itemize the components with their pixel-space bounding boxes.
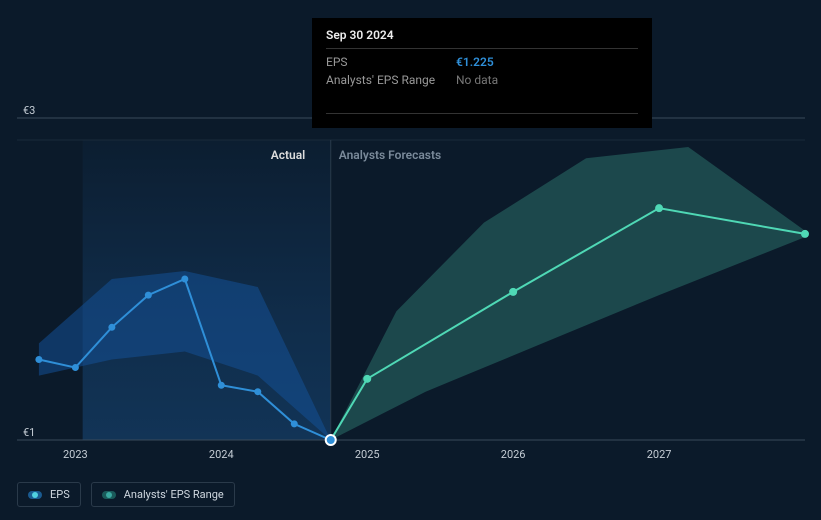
tooltip-value-range: No data — [456, 73, 498, 87]
x-tick-label: 2023 — [63, 448, 88, 461]
legend-swatch-icon — [102, 491, 116, 499]
eps-point[interactable] — [108, 324, 115, 331]
tooltip-row-range: Analysts' EPS Range No data — [326, 71, 638, 89]
eps-forecast-chart: €3 €1 2023 2024 2025 2026 2027 Sep 30 2024 EPS… — [0, 0, 821, 520]
tooltip-label-eps: EPS — [326, 55, 456, 69]
eps-point[interactable] — [254, 388, 261, 395]
tooltip-label-range: Analysts' EPS Range — [326, 73, 456, 87]
legend-swatch-icon — [28, 491, 42, 499]
eps-highlight-point[interactable] — [326, 435, 336, 445]
legend-item-eps[interactable]: EPS — [17, 482, 81, 507]
forecast-band — [331, 147, 805, 440]
x-tick-label: 2024 — [209, 448, 234, 461]
chart-tooltip: Sep 30 2024 EPS €1.225 Analysts' EPS Ran… — [312, 18, 652, 128]
legend-label: EPS — [50, 488, 70, 501]
legend-item-range[interactable]: Analysts' EPS Range — [91, 482, 235, 507]
region-label-forecast: Analysts Forecasts — [339, 148, 441, 162]
forecast-point[interactable] — [801, 230, 809, 238]
x-tick-label: 2025 — [355, 448, 380, 461]
eps-point[interactable] — [181, 276, 188, 283]
legend-label: Analysts' EPS Range — [124, 488, 224, 501]
region-label-actual: Actual — [271, 148, 306, 162]
x-tick-label: 2027 — [647, 448, 672, 461]
y-tick-label: €1 — [23, 426, 35, 439]
eps-point[interactable] — [35, 356, 42, 363]
y-tick-label: €3 — [23, 104, 35, 117]
forecast-point[interactable] — [363, 375, 371, 383]
x-tick-label: 2026 — [501, 448, 526, 461]
forecast-point[interactable] — [509, 288, 517, 296]
eps-point[interactable] — [291, 420, 298, 427]
eps-point[interactable] — [218, 382, 225, 389]
eps-point[interactable] — [145, 292, 152, 299]
tooltip-row-eps: EPS €1.225 — [326, 53, 638, 71]
eps-point[interactable] — [72, 364, 79, 371]
forecast-point[interactable] — [655, 204, 663, 212]
tooltip-date: Sep 30 2024 — [326, 28, 638, 49]
legend: EPS Analysts' EPS Range — [17, 482, 235, 507]
tooltip-value-eps: €1.225 — [456, 55, 494, 69]
